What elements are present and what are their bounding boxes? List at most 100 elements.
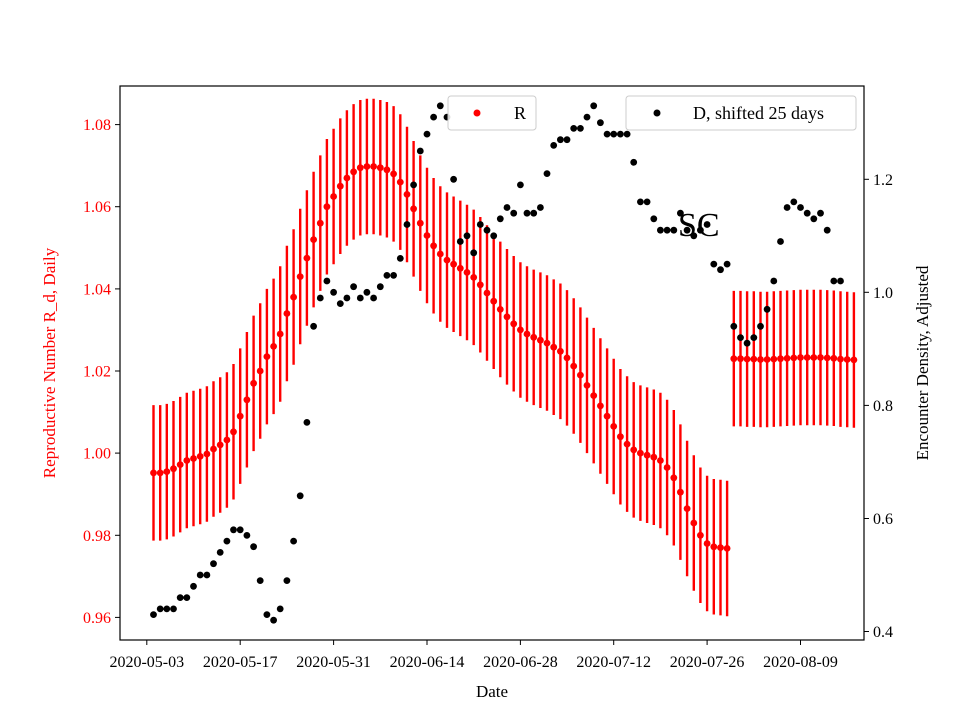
d-point	[216, 549, 224, 556]
d-point	[163, 605, 171, 613]
r-point	[630, 446, 638, 454]
legend-d-label: D, shifted 25 days	[693, 103, 824, 123]
d-point	[623, 130, 631, 138]
d-point	[677, 209, 684, 217]
r-point	[230, 428, 237, 436]
d-point	[410, 181, 417, 189]
d-point	[717, 266, 724, 274]
r-point	[276, 330, 284, 338]
r-point	[350, 168, 357, 176]
y-axis-left-title: Reproductive Number R_d, Daily	[40, 247, 59, 478]
d-point	[203, 571, 211, 579]
r-point	[150, 469, 157, 477]
d-point	[403, 221, 411, 228]
d-point	[330, 288, 337, 296]
r-point	[823, 354, 831, 362]
r-point	[570, 362, 578, 370]
d-point	[630, 158, 638, 166]
d-point	[770, 277, 778, 285]
d-point	[430, 113, 437, 121]
r-point	[590, 392, 598, 399]
r-point	[216, 441, 224, 449]
d-point	[350, 283, 357, 291]
r-point	[483, 289, 491, 297]
r-point	[677, 488, 684, 496]
d-point	[250, 543, 257, 551]
d-point	[270, 616, 277, 624]
r-point	[443, 256, 451, 264]
d-point	[290, 537, 297, 545]
d-point	[550, 142, 558, 149]
d-point	[303, 419, 311, 426]
x-axis: 2020-05-03 2020-05-17 2020-05-31 2020-06-14…	[109, 640, 838, 671]
d-point	[223, 537, 231, 545]
r-point	[730, 355, 738, 363]
d-point	[517, 181, 524, 189]
r-point	[296, 273, 304, 280]
x-tick-label: 2020-06-28	[483, 654, 558, 671]
d-point	[310, 322, 317, 330]
r-point	[850, 356, 858, 364]
r-point	[790, 354, 798, 362]
r-point	[310, 236, 317, 244]
d-point	[710, 260, 718, 268]
r-point	[323, 203, 331, 211]
r-point	[803, 354, 811, 361]
y-left-tick-label: 1.00	[83, 446, 111, 463]
r-point	[236, 412, 244, 420]
r-point	[470, 274, 478, 281]
r-point	[370, 163, 377, 170]
d-point	[376, 283, 384, 291]
y-axis-left: 0.96 0.98 1.00 1.02 1.04 1.06 1.08	[83, 117, 120, 627]
d-point	[230, 526, 237, 534]
r-point	[657, 457, 664, 464]
r-point	[750, 355, 758, 363]
d-point	[363, 288, 371, 296]
r-point	[670, 474, 678, 482]
x-tick-label: 2020-06-14	[390, 654, 465, 671]
r-point	[283, 310, 291, 317]
legend-d: D, shifted 25 days	[625, 95, 857, 131]
sc-annotation: SC	[678, 207, 720, 244]
d-point	[150, 611, 157, 618]
d-point	[483, 226, 491, 234]
d-point	[610, 130, 618, 138]
d-point	[490, 232, 498, 240]
d-point	[356, 294, 364, 302]
r-point	[356, 164, 364, 172]
r-point	[396, 178, 404, 186]
d-point	[783, 204, 791, 211]
d-point	[703, 221, 711, 228]
d-point	[416, 147, 424, 155]
d-point	[383, 272, 391, 279]
r-point	[330, 193, 337, 200]
r-point	[563, 354, 571, 362]
d-point	[276, 605, 284, 613]
r-point	[336, 182, 344, 190]
d-point	[196, 571, 204, 579]
r-point	[537, 336, 544, 344]
r-point	[577, 371, 584, 379]
r-point	[430, 242, 437, 250]
r-point	[650, 453, 658, 461]
y-left-tick-label: 1.06	[83, 199, 111, 216]
r-point	[210, 445, 217, 453]
d-point	[343, 294, 351, 302]
r-point	[270, 343, 277, 350]
x-tick-label: 2020-07-12	[576, 654, 651, 671]
d-point	[823, 226, 831, 234]
r-point	[176, 461, 184, 468]
d-point	[763, 305, 771, 313]
r-point	[683, 505, 691, 512]
d-point	[723, 260, 731, 268]
d-point	[190, 582, 197, 590]
d-point	[830, 277, 838, 285]
d-point	[617, 130, 624, 138]
d-point	[210, 560, 217, 568]
d-point	[336, 300, 344, 307]
x-tick-label: 2020-05-31	[296, 654, 371, 671]
d-point	[750, 334, 758, 341]
r-point	[530, 333, 538, 341]
r-point	[517, 326, 524, 334]
y-left-tick-label: 1.08	[83, 117, 111, 134]
